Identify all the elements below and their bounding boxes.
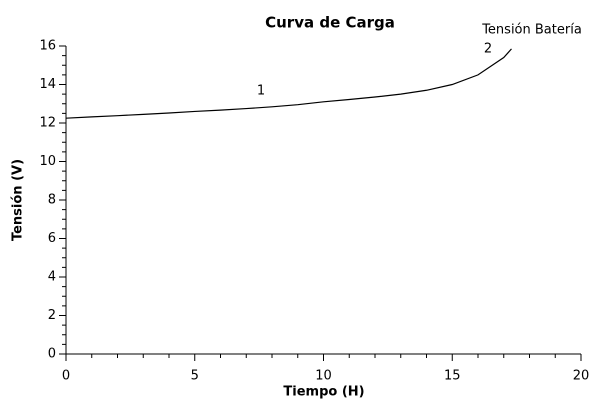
y-tick-label: 16 <box>39 39 56 54</box>
x-axis-label: Tiempo (H) <box>283 385 364 400</box>
y-tick-label: 12 <box>39 116 56 131</box>
y-tick-label: 14 <box>39 77 56 92</box>
y-tick-label: 2 <box>48 308 56 323</box>
y-axis-label: Tensión (V) <box>11 159 26 241</box>
series-label: Tensión Batería <box>481 23 582 38</box>
y-tick-label: 0 <box>48 347 56 362</box>
y-tick-label: 6 <box>48 231 56 246</box>
x-tick-label: 20 <box>573 369 590 384</box>
annotation: 2 <box>484 42 492 57</box>
chart-title: Curva de Carga <box>265 14 395 32</box>
x-tick-label: 10 <box>315 369 332 384</box>
y-tick-label: 8 <box>48 193 56 208</box>
x-tick-label: 0 <box>62 369 70 384</box>
y-tick-label: 10 <box>39 154 56 169</box>
x-tick-label: 5 <box>191 369 199 384</box>
line-series <box>65 48 512 119</box>
annotation: 1 <box>257 84 265 99</box>
x-tick-label: 15 <box>444 369 461 384</box>
y-tick-label: 4 <box>48 270 56 285</box>
